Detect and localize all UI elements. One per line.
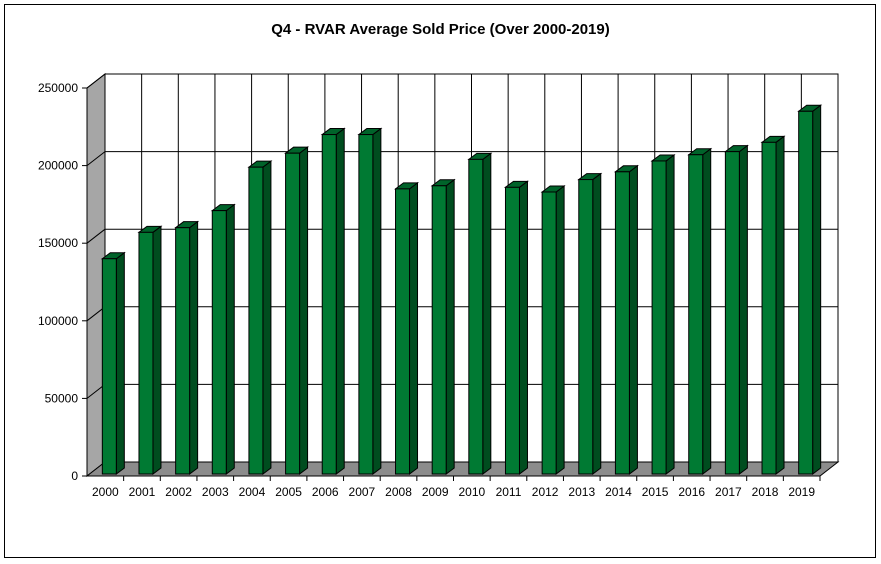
bar-front [101,258,117,475]
bar-front [614,171,630,475]
bar [320,127,346,475]
bar-front [504,186,520,475]
bar [577,172,603,475]
bar-front [175,227,191,475]
y-tick-label: 100000 [38,314,78,328]
x-tick-label: 2016 [678,485,705,499]
bar-front [285,152,301,475]
x-axis: 2000 2001 2002 2003 2004 2005 2006 2007 2008 2009… [87,475,821,499]
bar [467,152,493,475]
bar [357,127,383,475]
chart-title: Q4 - RVAR Average Sold Price (Over 2000-… [271,21,610,38]
bar-side [372,127,382,475]
bar-front [541,191,557,475]
x-tick-label: 2011 [496,485,522,499]
x-tick-label: 2006 [312,485,339,499]
bar [174,220,200,475]
gridline-side [86,73,106,89]
bar [503,180,529,475]
gridline-side [86,228,106,244]
y-tick-label: 50000 [45,391,79,405]
x-tick-label: 2019 [788,485,815,499]
x-tick-label: 2007 [349,485,376,499]
bar-front [138,231,154,475]
bar-front [688,154,704,475]
bar-side [409,181,419,475]
x-tick-label: 2005 [275,485,302,499]
bar-side [189,220,199,475]
bar-side [738,144,748,475]
bar-front [211,210,227,475]
bar-side [628,164,638,475]
bar [687,147,713,475]
bar [540,184,566,475]
bar [613,164,639,475]
bar-side [555,184,565,475]
bar-front [431,185,447,475]
bar-side [592,172,602,475]
x-tick-label: 2002 [165,485,192,499]
bar-front [761,141,777,475]
bar-side [225,203,235,475]
bar-side [335,127,345,475]
bar-side [775,135,785,475]
bar-front [578,179,594,475]
bar-side [702,147,712,475]
bar [430,178,456,475]
bar [100,251,126,475]
x-tick-label: 2015 [642,485,669,499]
x-tick-label: 2003 [202,485,229,499]
bar-front [248,166,264,475]
bar-side [812,104,822,475]
x-tick-label: 2001 [129,485,156,499]
x-tick-label: 2017 [715,485,742,499]
bar-front [468,158,484,475]
bar [394,181,420,475]
x-tick-label: 2012 [532,485,559,499]
bar [760,135,786,475]
x-tick-label: 2013 [568,485,595,499]
bar-front [395,188,411,475]
bar [247,160,273,475]
bars [100,104,823,475]
bar-side [299,146,309,475]
bar-side [115,251,125,475]
bar [210,203,236,475]
bar-side [518,180,528,475]
x-tick-label: 2009 [422,485,449,499]
x-tick-label: 2008 [385,485,412,499]
y-tick-label: 250000 [38,81,78,95]
y-tick-label: 200000 [38,159,78,173]
bar [797,104,823,475]
bar-side [445,178,455,475]
bar [723,144,749,475]
bar-side [482,152,492,475]
bar-side [665,153,675,475]
x-tick-label: 2010 [458,485,485,499]
bar-front [724,151,740,475]
bar-front [358,134,374,475]
bar [284,146,310,475]
bar-front [651,160,667,475]
x-tick-label: 2004 [239,485,266,499]
bar-front [321,134,337,475]
bar [650,153,676,475]
x-tick-label: 2000 [92,485,119,499]
bar-front [798,110,814,475]
x-tick-label: 2014 [605,485,632,499]
bar-side [152,225,162,475]
x-tick-label: 2018 [752,485,779,499]
gridline-side [86,151,106,166]
y-tick-label: 150000 [38,236,78,250]
bar-side [262,160,272,475]
y-axis: 0 50000 100000 150000 200000 250000 [38,81,88,483]
y-tick-label: 0 [71,469,78,483]
bar [137,225,163,475]
